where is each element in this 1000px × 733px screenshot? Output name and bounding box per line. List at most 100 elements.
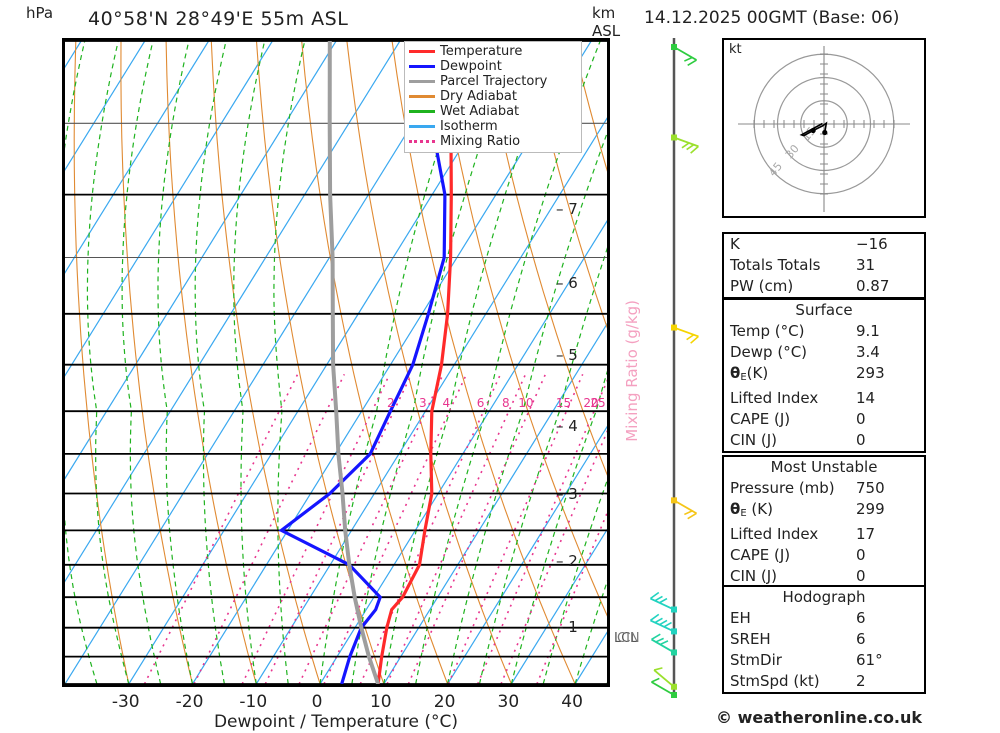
wind-barb <box>649 591 677 613</box>
stat-value: 14 <box>856 389 876 407</box>
isotherm-line <box>447 425 607 684</box>
mixing-ratio-tick-label: 2 <box>387 396 395 411</box>
wind-barb <box>651 677 677 698</box>
legend-swatch-icon <box>409 95 435 98</box>
dewpoint-curve <box>278 41 447 684</box>
stat-value: 0 <box>856 567 866 585</box>
stat-key: Pressure (mb) <box>730 479 835 497</box>
stat-value: 6 <box>856 630 866 648</box>
temperature-curve <box>376 41 453 684</box>
stat-row: Pressure (mb) 750 <box>724 478 924 499</box>
stat-value: 3.4 <box>856 343 880 361</box>
mixing-ratio-line <box>298 373 444 684</box>
isotherm-line <box>383 322 607 684</box>
legend-item: Mixing Ratio <box>409 134 577 149</box>
stat-value: 17 <box>856 525 876 543</box>
lcl-marker-label: LCL <box>614 631 638 646</box>
stat-value: −16 <box>856 235 888 253</box>
parcel-trajectory-curve <box>327 41 380 684</box>
wet-adiabat-line <box>273 41 306 684</box>
legend-swatch-icon <box>409 50 435 53</box>
legend-item: Isotherm <box>409 119 577 134</box>
height-tick-label: – 1 <box>556 617 578 636</box>
stat-key: StmSpd (kt) <box>730 672 820 690</box>
run-datetime: 14.12.2025 00GMT (Base: 06) <box>644 8 900 28</box>
mixing-ratio-axis-title: Mixing Ratio (g/kg) <box>623 300 641 442</box>
legend-swatch-icon <box>409 80 435 83</box>
dry-adiabat-line <box>73 41 130 684</box>
temperature-tick-label: 40 <box>561 692 583 712</box>
legend-swatch-icon <box>409 110 435 113</box>
indices-panel: K −16 Totals Totals 31 PW (cm) 0.87 <box>722 232 926 299</box>
surface-panel: Surface Temp (°C) 9.1 Dewp (°C) 3.4 θE(K) 293 L… <box>722 298 926 453</box>
mixing-ratio-line <box>536 511 607 684</box>
stat-row: CAPE (J) 0 <box>724 545 924 566</box>
height-tick-label: – 7 <box>556 199 578 218</box>
stat-row: K −16 <box>724 234 924 255</box>
isotherm-line <box>510 528 607 684</box>
legend-item-label: Isotherm <box>440 119 498 134</box>
stat-key: CAPE (J) <box>730 410 791 428</box>
mixing-ratio-tick-label: 20 <box>583 396 599 411</box>
skewt-sounding-panel: hPa 40°58'N 28°49'E 55m ASL km ASL 30035… <box>26 4 641 732</box>
wet-adiabat-line <box>65 41 98 684</box>
mixing-ratio-tick-label: 15 <box>555 396 572 411</box>
height-tick-label: – 4 <box>556 416 578 435</box>
stat-row: CIN (J) 0 <box>724 566 924 587</box>
hodograph-plot: kt 15 30 45 <box>722 38 926 218</box>
stat-key: Temp (°C) <box>730 322 805 340</box>
height-tick-label: – 2 <box>556 552 578 571</box>
stat-row: Lifted Index 17 <box>724 524 924 545</box>
temperature-tick-label: -30 <box>111 692 140 712</box>
temperature-tick-label: 20 <box>433 692 456 712</box>
mixing-ratio-line <box>500 429 607 684</box>
stat-key: K <box>730 235 740 253</box>
stat-value: 2 <box>856 672 866 690</box>
stat-row: PW (cm) 0.87 <box>724 276 924 297</box>
stat-key: CAPE (J) <box>730 546 791 564</box>
dry-adiabat-line <box>255 41 385 684</box>
stat-value: 0 <box>856 431 866 449</box>
stat-row: Lifted Index 14 <box>724 388 924 409</box>
stat-key: Lifted Index <box>730 389 819 407</box>
dry-adiabat-line <box>165 41 257 684</box>
isotherm-line <box>255 117 607 684</box>
mixing-ratio-line <box>386 373 527 684</box>
wet-adiabat-line <box>86 41 130 684</box>
stat-key: EH <box>730 609 751 627</box>
panel-heading: Most Unstable <box>770 458 878 476</box>
wind-barb <box>653 667 677 690</box>
stat-key: Dewp (°C) <box>730 343 808 361</box>
mixing-ratio-tick-label: 4 <box>442 396 451 411</box>
mixing-ratio-tick-label: 25 <box>590 396 606 411</box>
x-axis-title: Dewpoint / Temperature (°C) <box>213 712 459 732</box>
wet-adiabat-line <box>194 41 227 684</box>
mixing-ratio-tick-label: 8 <box>501 396 510 411</box>
hodograph-stats-panel: Hodograph EH 6 SREH 6 StmDir 61° StmSpd (kt) 2 <box>722 585 926 694</box>
stat-key: CIN (J) <box>730 431 778 449</box>
cin-marker-label: CIN <box>617 631 640 646</box>
wet-adiabat-line <box>157 41 194 684</box>
temperature-tick-label: -20 <box>175 692 204 712</box>
panel-heading: Surface <box>795 301 853 319</box>
dry-adiabat-line <box>527 41 607 329</box>
dry-adiabat-line <box>210 41 321 684</box>
stat-key: Totals Totals <box>730 256 821 274</box>
stat-key: StmDir <box>730 651 782 669</box>
mixing-ratio-tick-label: 6 <box>476 396 485 411</box>
hodograph-ring-label: 30 <box>783 142 802 161</box>
legend-item-label: Dry Adiabat <box>440 89 517 104</box>
isotherm-line <box>65 41 210 274</box>
hodograph-ring-label: 45 <box>766 160 785 179</box>
stat-row: CIN (J) 0 <box>724 430 924 451</box>
hodograph-unit-label: kt <box>729 42 742 57</box>
wet-adiabat-line <box>233 41 266 684</box>
wind-barb <box>671 44 697 67</box>
temperature-tick-label: 0 <box>311 692 323 712</box>
legend-item: Temperature <box>409 44 577 59</box>
stat-value: 31 <box>856 256 876 274</box>
wind-barb <box>671 324 699 344</box>
legend-item-label: Wet Adiabat <box>440 104 520 119</box>
stat-row: StmSpd (kt) 2 <box>724 671 924 692</box>
